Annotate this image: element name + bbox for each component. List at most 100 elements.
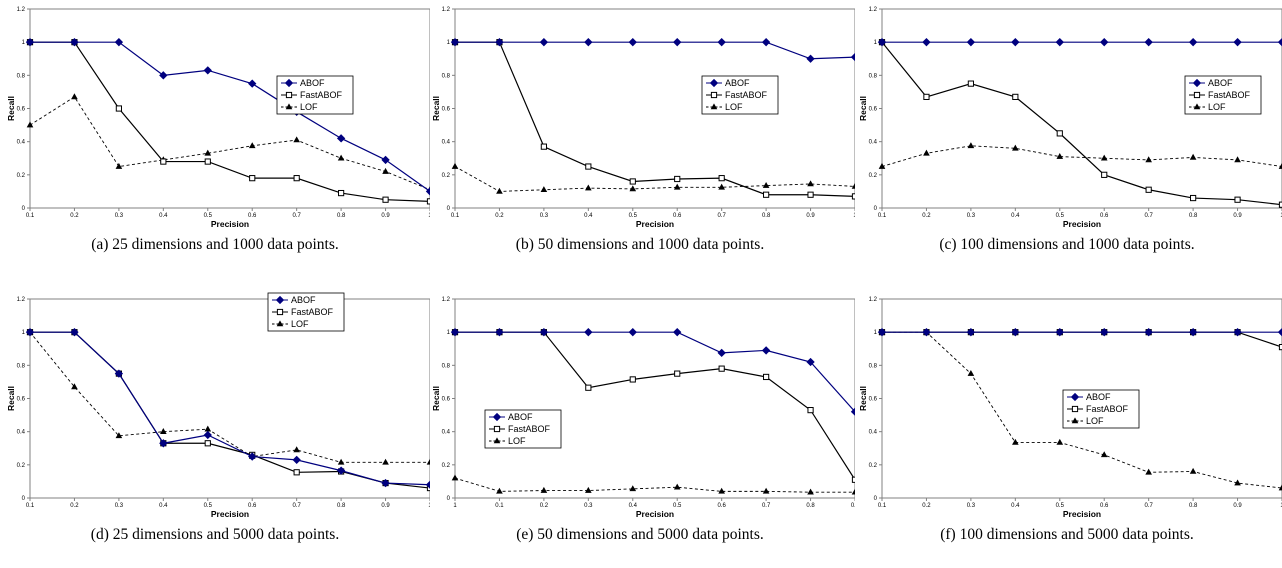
x-tick-label: 0.7: [1144, 503, 1153, 509]
legend-label: ABOF: [508, 412, 533, 422]
chart-svg: 0 0.2 0.4 0.6 0.8 1 1.2 0.1 0.2 0.3 0.4 0.5 0.6 0.7 0.…: [6, 7, 430, 229]
legend-label: ABOF: [725, 78, 750, 88]
data-point-lof: [1234, 156, 1241, 163]
y-tick-label: 0.2: [869, 463, 878, 469]
x-tick-label: 0.5: [629, 213, 638, 219]
data-point-fastabof: [629, 178, 636, 185]
legend-label: ABOF: [1086, 392, 1111, 402]
figure-caption: (b) 50 dimensions and 1000 data points.: [515, 236, 765, 253]
data-point-lof: [1012, 438, 1019, 445]
data-point-abof: [1233, 38, 1242, 47]
y-axis-label: Recall: [858, 386, 868, 411]
x-tick-label: 0.3: [967, 503, 976, 509]
legend: ABOF FastABOF LOF: [1184, 75, 1262, 115]
x-tick-label: 0.2: [70, 503, 79, 509]
data-point-fastabof: [1056, 130, 1063, 137]
x-tick-label: 0.4: [629, 503, 638, 509]
legend: ABOF FastABOF LOF: [276, 75, 354, 115]
y-tick-label: 0: [874, 206, 878, 212]
series-line-abof: [455, 331, 855, 413]
legend-marker: [709, 78, 719, 88]
chart-panel: 0 0.2 0.4 0.6 0.8 1 1.2 0.1 0.2 0.3 0.4 0.5 0.6 0.7 0.…: [0, 290, 430, 568]
data-point-abof: [1055, 328, 1064, 337]
legend-marker: [276, 320, 284, 327]
legend-label: ABOF: [291, 295, 316, 305]
series-line-lof: [29, 96, 430, 191]
data-point-abof: [850, 407, 855, 416]
data-point-lof: [1100, 451, 1108, 458]
data-point-abof: [292, 455, 301, 465]
y-tick-label: 0.8: [869, 73, 878, 79]
data-point-lof: [762, 487, 770, 494]
data-point-fastabof: [1190, 194, 1197, 202]
series-line-fastabof: [455, 41, 855, 197]
legend: ABOF FastABOF LOF: [484, 409, 562, 449]
data-point-abof: [336, 466, 346, 475]
data-point-abof: [1233, 328, 1242, 337]
data-point-fastabof: [293, 469, 300, 476]
x-tick-label: 0.1: [878, 213, 887, 219]
legend-marker: [1193, 91, 1201, 99]
data-point-abof: [850, 52, 855, 62]
y-tick-label: 0.2: [442, 463, 451, 469]
data-point-fastabof: [338, 189, 345, 197]
chart-panel: 0 0.2 0.4 0.6 0.8 1 1.2 1 0.1 0.2 0.3 0.4 0.5 0.6 0.7 0…: [425, 290, 855, 568]
data-point-fastabof: [807, 407, 814, 414]
data-point-abof: [25, 38, 35, 47]
x-tick-label: 0.8: [337, 503, 346, 509]
data-point-fastabof: [967, 80, 974, 87]
data-point-lof: [967, 142, 975, 149]
series-line-fastabof: [881, 41, 1282, 206]
x-axis-label: Precision: [636, 219, 674, 229]
series-line-fastabof: [30, 331, 430, 489]
data-point-lof: [807, 180, 814, 187]
y-tick-label: 0.6: [869, 397, 878, 403]
x-tick-label: 0.9: [1233, 503, 1242, 509]
x-tick-label: 0.6: [717, 503, 726, 509]
data-point-abof: [922, 328, 931, 337]
y-tick-label: 0.8: [869, 363, 878, 369]
data-point-fastabof: [293, 175, 300, 182]
y-tick-label: 0.4: [442, 140, 451, 146]
x-tick-label: 0.2: [922, 503, 931, 509]
x-tick-label: 0.3: [115, 503, 124, 509]
data-point-lof: [585, 184, 592, 191]
data-point-abof: [336, 134, 346, 143]
data-point-abof: [1188, 328, 1198, 337]
x-tick-label: 0.6: [673, 213, 682, 219]
data-point-abof: [381, 478, 390, 488]
data-point-abof: [114, 38, 124, 47]
data-point-lof: [851, 488, 855, 495]
figure-caption: (c) 100 dimensions and 1000 data points.: [939, 236, 1195, 253]
data-point-lof: [1234, 479, 1241, 486]
x-tick-label: 0.5: [204, 503, 213, 509]
chart-svg: 0 0.2 0.4 0.6 0.8 1 1.2 0.1 0.2 0.3 0.4 0.5 0.6 0.7 0.…: [858, 297, 1282, 519]
series-line-fastabof: [455, 331, 855, 481]
x-tick-label: 0.9: [806, 213, 815, 219]
data-point-abof: [114, 369, 124, 378]
data-point-lof: [204, 149, 212, 156]
legend-marker: [1192, 78, 1202, 88]
x-axis-label: Precision: [1063, 219, 1101, 229]
data-point-lof: [496, 187, 503, 194]
x-tick-label: 0.2: [922, 213, 931, 219]
data-point-abof: [1100, 38, 1109, 47]
legend-marker: [1071, 417, 1079, 424]
plot-area: [454, 8, 855, 209]
y-tick-label: 0.4: [869, 140, 878, 146]
x-axis-label: Precision: [211, 509, 249, 519]
data-point-lof: [585, 486, 592, 493]
y-tick-label: 1: [22, 330, 26, 336]
data-point-abof: [450, 328, 460, 337]
data-point-lof: [337, 154, 345, 161]
data-point-fastabof: [204, 158, 211, 165]
data-point-fastabof: [382, 196, 389, 203]
x-tick-label: 0.8: [337, 213, 346, 219]
data-point-lof: [967, 370, 975, 376]
legend-label: LOF: [725, 102, 743, 112]
legend-marker: [276, 308, 284, 316]
series-line-fastabof: [30, 41, 430, 202]
y-tick-label: 0.8: [442, 73, 451, 79]
x-tick-label: 0.1: [878, 503, 887, 509]
